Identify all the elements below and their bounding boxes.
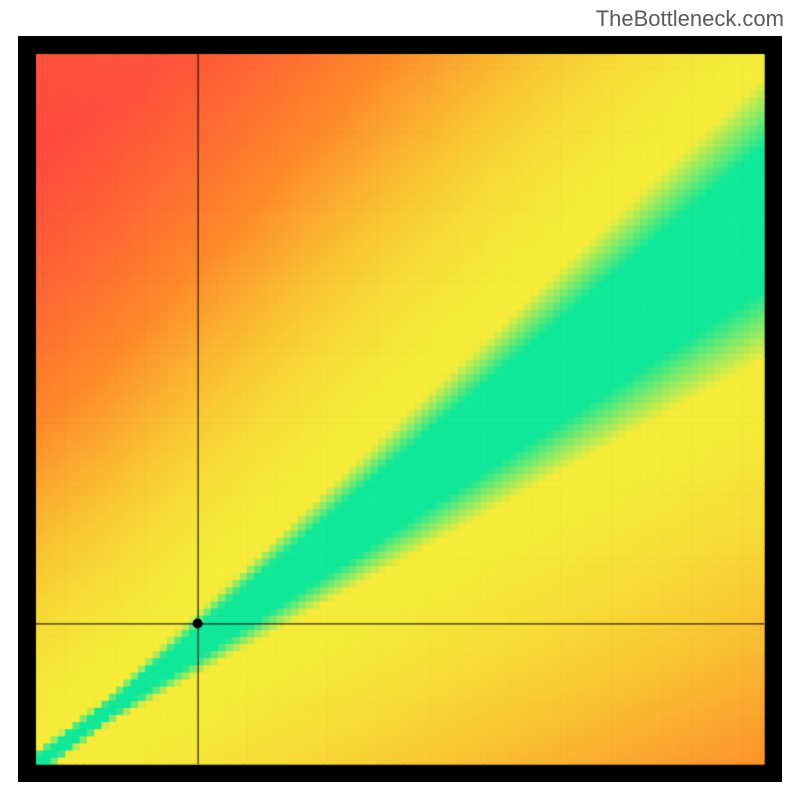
watermark-text: TheBottleneck.com	[596, 6, 784, 32]
heatmap-canvas	[18, 36, 782, 782]
chart-container: TheBottleneck.com	[0, 0, 800, 800]
heatmap-plot	[18, 36, 782, 782]
